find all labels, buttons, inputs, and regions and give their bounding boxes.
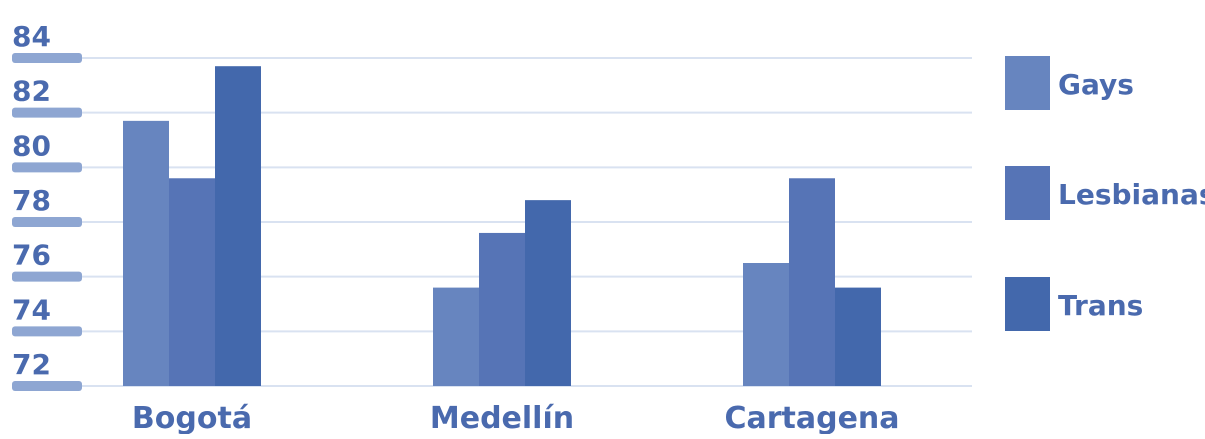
y-tick-label: 76: [12, 239, 51, 272]
y-tick-label: 82: [12, 75, 51, 108]
legend-swatch-lesbianas: [1005, 166, 1050, 220]
y-tick-label: 80: [12, 129, 51, 162]
bar-lesbianas-0: [169, 178, 215, 386]
bar-lesbianas-1: [479, 232, 525, 386]
legend-label: Lesbianas: [1058, 178, 1205, 211]
legend-label: Gays: [1058, 68, 1134, 101]
y-tick-label: 72: [12, 348, 51, 381]
bar-trans-2: [835, 287, 881, 386]
y-tick-mark: [12, 381, 82, 391]
bar-trans-0: [215, 66, 261, 386]
y-tick-mark: [12, 271, 82, 282]
x-tick-label: Medellín: [430, 401, 574, 434]
y-tick-label: 78: [12, 184, 51, 217]
legend-label: Trans: [1058, 289, 1143, 322]
legend-swatch-gays: [1005, 56, 1050, 110]
y-tick-label: 74: [12, 293, 51, 326]
bar-lesbianas-2: [789, 178, 835, 386]
bar-gays-0: [123, 120, 169, 386]
y-tick-mark: [12, 217, 82, 227]
x-tick-label: Cartagena: [724, 401, 899, 434]
y-tick-label: 84: [12, 20, 51, 53]
y-tick-mark: [12, 53, 82, 63]
y-tick-mark: [12, 162, 82, 173]
x-tick-label: Bogotá: [132, 401, 252, 434]
y-tick-mark: [12, 107, 82, 118]
y-tick-mark: [12, 326, 82, 337]
legend-swatch-trans: [1005, 277, 1050, 331]
bar-trans-1: [525, 200, 571, 386]
bar-gays-1: [433, 287, 479, 386]
bar-gays-2: [743, 263, 789, 386]
